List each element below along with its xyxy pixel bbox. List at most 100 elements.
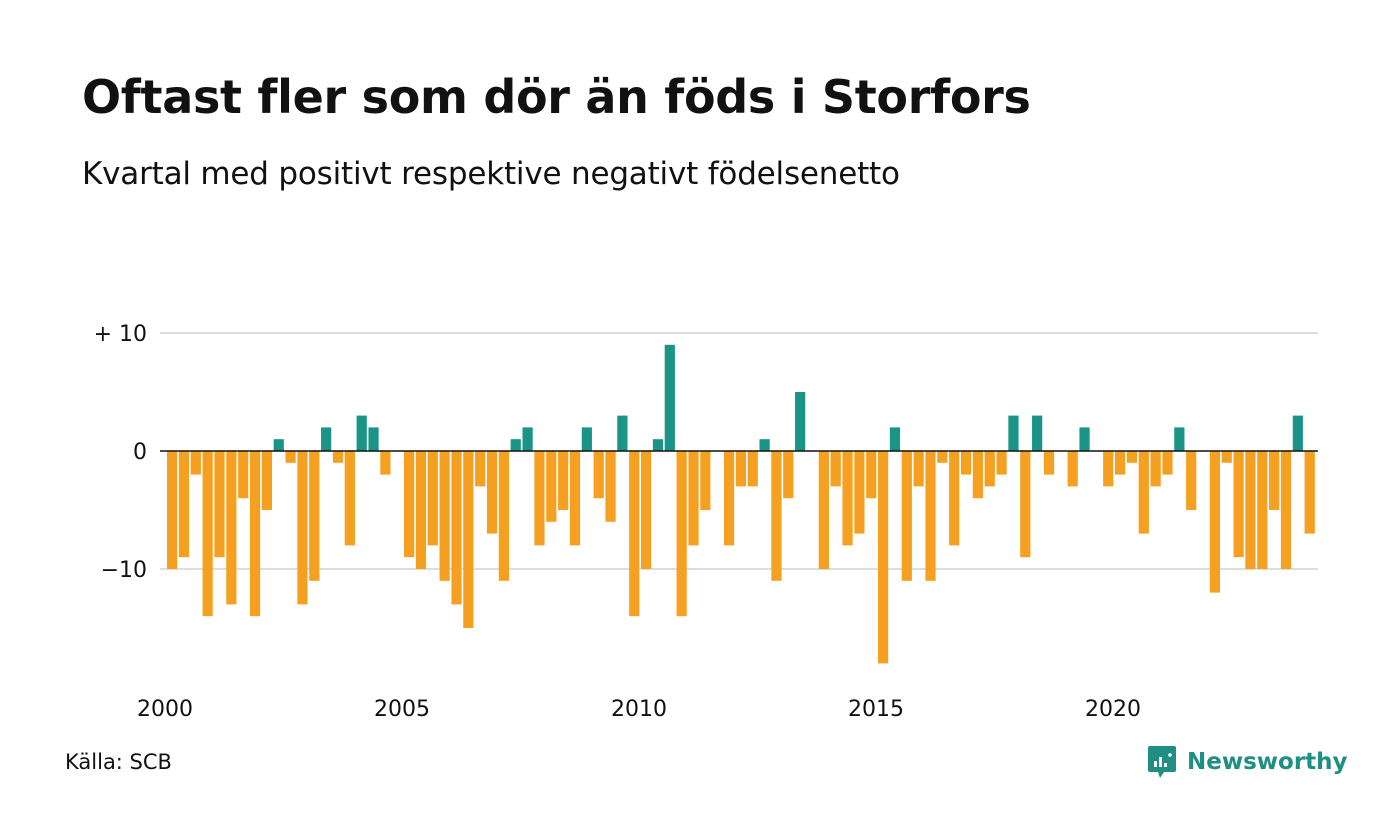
bar-2001-q1 <box>214 451 225 558</box>
bar-2005-q1 <box>404 451 415 558</box>
bar-2016-q3 <box>949 451 960 546</box>
bar-2017-q2 <box>984 451 995 487</box>
bar-2019-q2 <box>1079 427 1090 451</box>
bar-2013-q1 <box>783 451 794 499</box>
bar-2007-q1 <box>498 451 509 581</box>
bar-2002-q1 <box>261 451 272 510</box>
bar-2017-q4 <box>1008 415 1019 451</box>
bar-2008-q1 <box>546 451 557 522</box>
bar-2007-q4 <box>534 451 545 546</box>
bar-2000-q2 <box>178 451 190 558</box>
bar-2003-q1 <box>309 451 320 581</box>
bar-2022-q1 <box>1209 451 1220 593</box>
bar-2007-q3 <box>522 427 533 451</box>
newsworthy-logo-icon <box>1148 746 1176 778</box>
tick-labels: + 10 0 −10 2000 2005 2010 2015 2020 <box>94 322 1141 722</box>
chart-subtitle: Kvartal med positivt respektive negativt… <box>82 156 900 192</box>
bar-2016-q2 <box>937 451 948 463</box>
bar-2006-q1 <box>451 451 462 605</box>
bar-2000-q1 <box>167 451 178 569</box>
bar-2003-q2 <box>321 427 332 451</box>
bar-2013-q4 <box>818 451 829 569</box>
bar-2016-q1 <box>925 451 936 581</box>
bar-2012-q1 <box>735 451 746 487</box>
bars <box>167 344 1315 664</box>
bar-2009-q1 <box>593 451 604 499</box>
bar-2008-q4 <box>581 427 592 451</box>
bar-2003-q3 <box>332 451 344 463</box>
bar-2004-q3 <box>380 451 391 475</box>
bar-2002-q4 <box>297 451 308 605</box>
bar-2003-q4 <box>344 451 355 546</box>
bar-2022-q4 <box>1245 451 1256 569</box>
gridlines <box>160 332 1318 570</box>
bar-2002-q3 <box>285 451 296 463</box>
bar-2001-q3 <box>238 451 249 499</box>
bar-2015-q3 <box>901 451 912 581</box>
x-tick-label: 2010 <box>611 697 667 722</box>
x-tick-label: 2000 <box>137 697 193 722</box>
bar-2019-q1 <box>1067 451 1078 487</box>
bar-2009-q4 <box>629 451 640 617</box>
bar-2012-q2 <box>747 451 758 487</box>
bar-2006-q3 <box>475 451 486 487</box>
source-note: Källa: SCB <box>65 750 172 774</box>
bar-2001-q4 <box>249 451 261 617</box>
bar-2017-q3 <box>996 451 1007 475</box>
bar-2021-q3 <box>1186 451 1197 510</box>
bar-2014-q1 <box>830 451 841 487</box>
bar-2013-q2 <box>795 392 806 451</box>
bar-2020-q4 <box>1150 451 1161 487</box>
bar-2022-q3 <box>1233 451 1244 558</box>
bar-2010-q2 <box>652 439 664 451</box>
bar-2024-q1 <box>1304 451 1315 534</box>
bar-2023-q3 <box>1280 451 1292 569</box>
bar-2004-q1 <box>356 415 367 451</box>
bar-2021-q1 <box>1162 451 1173 475</box>
bar-2012-q3 <box>759 439 770 451</box>
x-tick-label: 2015 <box>848 697 904 722</box>
chart-title: Oftast fler som dör än föds i Storfors <box>82 70 1031 124</box>
y-tick-label: −10 <box>101 558 147 583</box>
bar-2012-q4 <box>771 451 782 581</box>
bar-2002-q2 <box>273 439 284 451</box>
bar-2015-q1 <box>878 451 889 664</box>
bar-2018-q1 <box>1020 451 1031 558</box>
bar-2021-q2 <box>1174 427 1185 451</box>
x-tick-label: 2020 <box>1085 697 1141 722</box>
bar-2000-q4 <box>202 451 213 617</box>
bar-2001-q2 <box>226 451 237 605</box>
bar-2011-q4 <box>723 451 735 546</box>
y-tick-label: + 10 <box>94 322 147 347</box>
bar-2007-q2 <box>510 439 521 451</box>
bar-2000-q3 <box>190 451 201 475</box>
bar-2005-q3 <box>427 451 438 546</box>
bar-2010-q4 <box>676 451 687 617</box>
brand-name: Newsworthy <box>1187 749 1348 775</box>
bar-2023-q1 <box>1257 451 1268 569</box>
bar-2020-q2 <box>1126 451 1138 463</box>
bar-2023-q2 <box>1269 451 1280 510</box>
bar-2022-q2 <box>1221 451 1232 463</box>
bar-2010-q3 <box>664 344 675 451</box>
bar-2009-q2 <box>605 451 616 522</box>
brand-logo[interactable]: Newsworthy <box>1147 744 1348 780</box>
bar-2008-q2 <box>558 451 569 510</box>
bar-2015-q2 <box>889 427 901 451</box>
bar-2008-q3 <box>569 451 581 546</box>
bar-2018-q2 <box>1032 415 1043 451</box>
bar-2011-q1 <box>688 451 699 546</box>
bar-2017-q1 <box>972 451 983 499</box>
bar-2006-q4 <box>486 451 498 534</box>
bar-2018-q3 <box>1043 451 1055 475</box>
bar-2019-q4 <box>1103 451 1114 487</box>
bar-2006-q2 <box>463 451 474 628</box>
y-tick-label: 0 <box>133 440 147 465</box>
bar-2005-q4 <box>439 451 450 581</box>
bar-2015-q4 <box>913 451 924 487</box>
bar-2004-q2 <box>368 427 379 451</box>
bar-2014-q2 <box>842 451 853 546</box>
bar-2005-q2 <box>415 451 427 569</box>
bar-2009-q3 <box>617 415 628 451</box>
